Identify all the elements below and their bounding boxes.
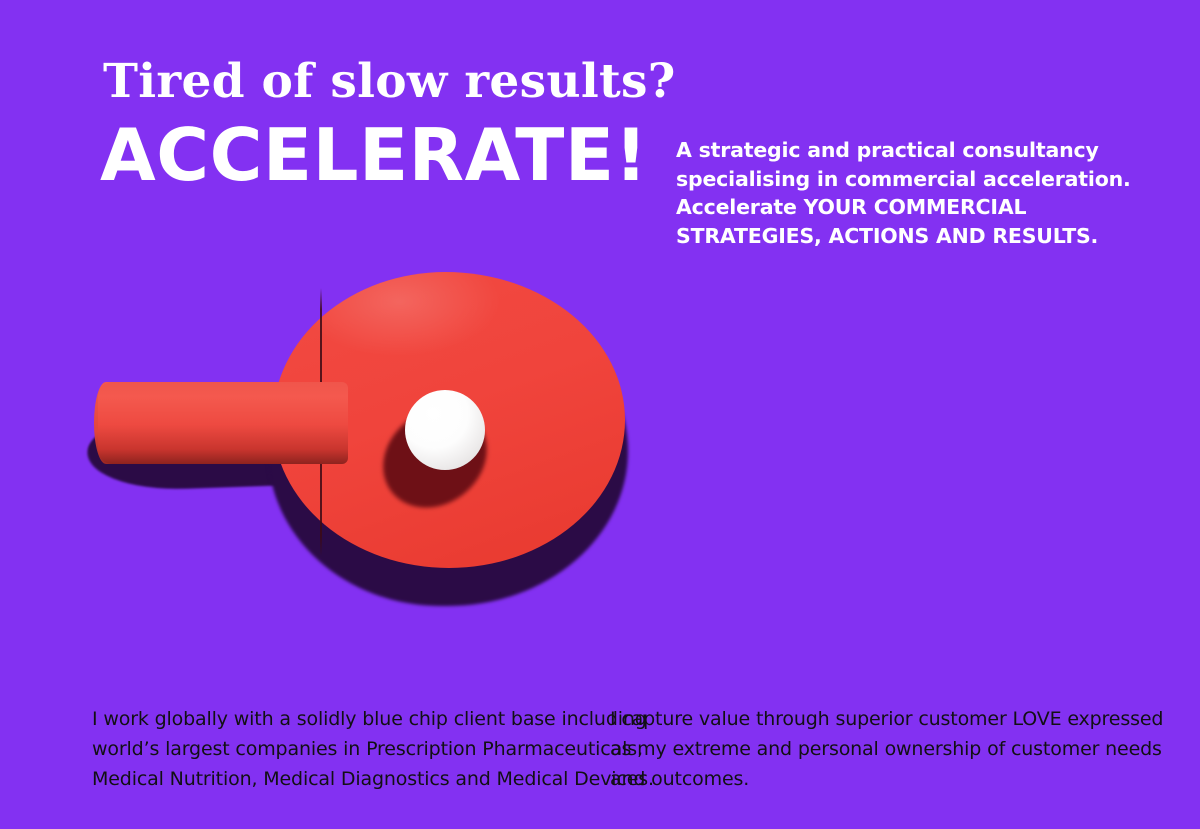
intro-line: Accelerate YOUR COMMERCIAL — [676, 195, 1027, 219]
footer-columns: I work globally with a solidly blue chip… — [92, 704, 1164, 794]
footer-line: world’s largest companies in Prescriptio… — [92, 738, 643, 760]
intro-line: specialising in commercial acceleration. — [676, 166, 1131, 191]
footer-line: I capture value through superior custome… — [610, 708, 1164, 730]
intro-line: A strategic and practical consultancy — [676, 138, 1099, 162]
headline-eyebrow: Tired of slow results? — [103, 54, 676, 109]
intro-line: STRATEGIES, ACTIONS AND RESULTS. — [676, 223, 1099, 248]
ping-pong-paddle-illustration — [80, 260, 660, 610]
footer-line: as my extreme and personal ownership of … — [610, 738, 1162, 760]
paddle-handle — [98, 382, 348, 464]
headline-block: Tired of slow results? ACCELERATE! — [100, 54, 676, 197]
footer-column-right: I capture value through superior custome… — [610, 704, 1164, 794]
headline-shout: ACCELERATE! — [100, 113, 648, 197]
ping-pong-ball — [405, 390, 485, 470]
footer-column-left: I work globally with a solidly blue chip… — [92, 704, 654, 794]
footer-line: I work globally with a solidly blue chip… — [92, 708, 647, 730]
intro-paragraph: A strategic and practical consultancy sp… — [676, 136, 1131, 250]
footer-line: Medical Nutrition, Medical Diagnostics a… — [92, 768, 654, 790]
footer-line: and outcomes. — [610, 768, 750, 790]
